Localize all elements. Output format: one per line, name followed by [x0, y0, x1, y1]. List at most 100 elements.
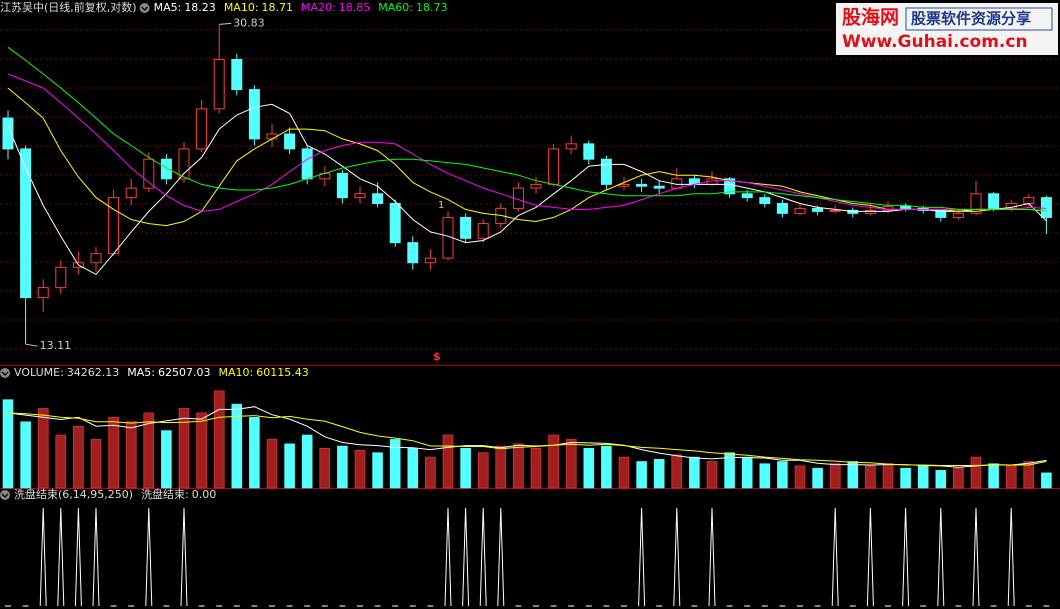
- candle-body: [988, 193, 1000, 209]
- candle-body: [248, 89, 260, 140]
- volume-bar: [143, 412, 155, 489]
- legend-value: 34262.13: [67, 366, 120, 379]
- signal-spike: [866, 507, 874, 607]
- watermark-box: [836, 3, 1058, 55]
- volume-bar: [583, 447, 595, 489]
- candle-body: [741, 193, 753, 199]
- candle-body: [495, 207, 507, 225]
- volume-bar: [249, 417, 260, 489]
- candle-body: [301, 148, 313, 180]
- volume-bar: [495, 445, 507, 489]
- legend-name: 洗盘结束(6,14,95,250): [14, 487, 133, 501]
- signal-spike: [57, 507, 65, 607]
- volume-bar: [759, 463, 771, 489]
- candle-body: [37, 287, 49, 299]
- candle-body: [354, 193, 366, 199]
- volume-bar: [706, 461, 718, 489]
- candle-body: [477, 223, 489, 239]
- signal-spike: [902, 507, 910, 607]
- volume-bar: [319, 447, 331, 489]
- volume-ma-line: [7, 406, 1047, 468]
- signal-spike: [479, 507, 487, 607]
- volume-bar: [55, 434, 67, 489]
- volume-bar: [953, 467, 964, 489]
- signal-spike: [74, 507, 82, 607]
- volume-bar: [337, 445, 348, 489]
- ma-line: [7, 46, 1047, 212]
- volume-bar: [425, 456, 436, 489]
- annotation: 1: [438, 200, 444, 211]
- chart-title: 江苏吴中(日线,前复权,对数): [0, 0, 137, 14]
- candle-body: [178, 148, 190, 180]
- signal-spike: [444, 507, 452, 607]
- volume-bar: [865, 465, 876, 489]
- candle-body: [653, 185, 665, 189]
- candle-body: [794, 207, 806, 214]
- volume-bar: [777, 461, 788, 489]
- volume-bar: [284, 443, 295, 489]
- volume-bar: [73, 425, 84, 489]
- volume-bar: [636, 461, 647, 489]
- volume-bar: [37, 408, 49, 489]
- candle-body: [1040, 197, 1052, 218]
- volume-bar: [442, 434, 454, 489]
- volume-bar: [530, 447, 542, 489]
- signal-spike: [972, 507, 980, 607]
- candle-body: [407, 242, 419, 264]
- volume-bar: [372, 452, 383, 489]
- volume-bar: [1023, 461, 1035, 489]
- candle-body: [636, 183, 648, 187]
- volume-bar: [724, 452, 735, 489]
- candle-body: [160, 158, 172, 180]
- candle-body: [2, 117, 14, 150]
- watermark: 股海网 股票软件资源分享 Www.Guhai.com.cn: [836, 3, 1058, 55]
- volume-bar: [847, 461, 859, 489]
- candle-body: [336, 172, 348, 199]
- signal-spike: [708, 507, 716, 607]
- legend-value: 62507.03: [158, 366, 211, 379]
- volume-bar: [900, 467, 911, 489]
- candle-body: [776, 202, 788, 214]
- volume-bar: [389, 439, 401, 489]
- signal-spike: [1007, 507, 1015, 607]
- candle-body: [600, 158, 612, 185]
- watermark-slogan: 股票软件资源分享: [911, 10, 1031, 28]
- volume-bar: [161, 430, 172, 489]
- candle-body: [389, 202, 401, 244]
- candle-body: [108, 197, 120, 255]
- legend-name: MA60:: [378, 1, 413, 14]
- volume-bar: [407, 447, 419, 489]
- low-label: 13.11: [40, 339, 72, 352]
- low-pointer: [25, 343, 38, 347]
- volume-bar: [266, 439, 278, 489]
- volume-bar: [689, 456, 700, 489]
- volume-bar: [882, 463, 894, 489]
- legend-name: MA10:: [219, 366, 254, 379]
- high-label: 30.83: [233, 16, 265, 29]
- volume-bar: [917, 465, 929, 489]
- menu-icon: [0, 490, 10, 500]
- signal-spike: [180, 507, 188, 607]
- candle-body: [548, 148, 560, 185]
- candle-body: [618, 183, 630, 187]
- volume-bar: [970, 456, 982, 489]
- legend-value: 60115.43: [256, 366, 309, 379]
- candle-body: [530, 183, 542, 189]
- candle-body: [583, 143, 595, 160]
- ma-line: [7, 73, 1047, 212]
- legend-value: 0.00: [192, 488, 217, 501]
- legend-name: MA5:: [127, 366, 155, 379]
- legend-value: 18.23: [184, 1, 216, 14]
- candle-body: [196, 108, 208, 150]
- candle-body: [970, 193, 982, 214]
- volume-ma-line: [7, 412, 1047, 466]
- volume-bar: [794, 465, 806, 489]
- signal-spike: [638, 507, 646, 607]
- candle-body: [20, 148, 32, 299]
- candle-body: [759, 197, 771, 204]
- volume-bar: [618, 456, 630, 489]
- legend: VOLUME: 34262.13 MA5: 62507.03 MA10: 60115.43: [14, 366, 309, 379]
- signal-spike: [497, 507, 505, 607]
- signal-spike: [145, 507, 153, 607]
